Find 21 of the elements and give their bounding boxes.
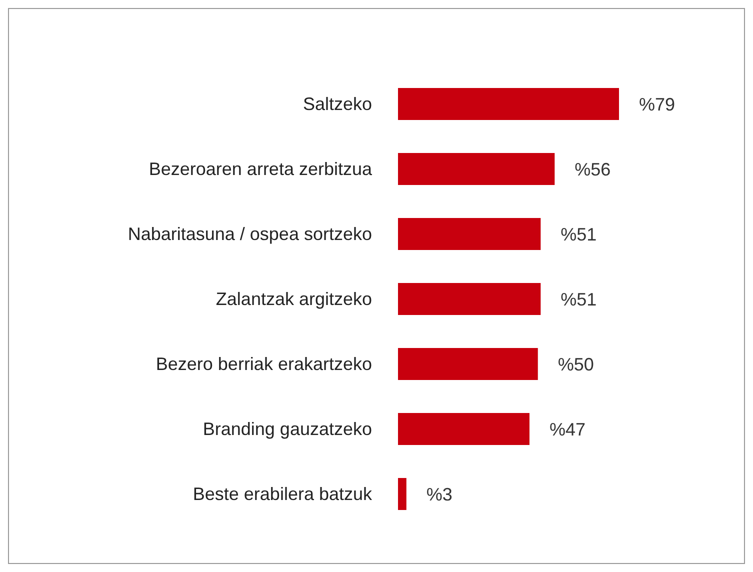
y-tick-label: Bezeroaren arreta zerbitzua bbox=[148, 158, 373, 179]
bar bbox=[398, 153, 555, 185]
bar bbox=[398, 88, 619, 120]
data-label: %3 bbox=[426, 484, 452, 504]
data-label: %56 bbox=[574, 159, 611, 180]
data-label: %79 bbox=[639, 94, 676, 114]
data-label: %47 bbox=[549, 419, 586, 440]
y-tick-label: Branding gauzatzeko bbox=[202, 418, 372, 439]
y-tick-label: Nabaritasuna / ospea sortzeko bbox=[128, 224, 372, 244]
bar bbox=[398, 478, 406, 510]
bar bbox=[398, 348, 538, 380]
y-tick-label: Zalantzak argitzeko bbox=[216, 288, 372, 309]
y-tick-label: Saltzeko bbox=[302, 94, 372, 114]
bar bbox=[398, 218, 541, 250]
bar bbox=[398, 413, 530, 445]
y-tick-label: Bezero berriak erakartzeko bbox=[156, 354, 372, 374]
data-label: %51 bbox=[560, 289, 597, 310]
bar bbox=[398, 283, 541, 315]
data-label: %51 bbox=[560, 224, 597, 244]
y-tick-label: Beste erabilera batzuk bbox=[192, 484, 373, 504]
data-label: %50 bbox=[558, 354, 594, 374]
